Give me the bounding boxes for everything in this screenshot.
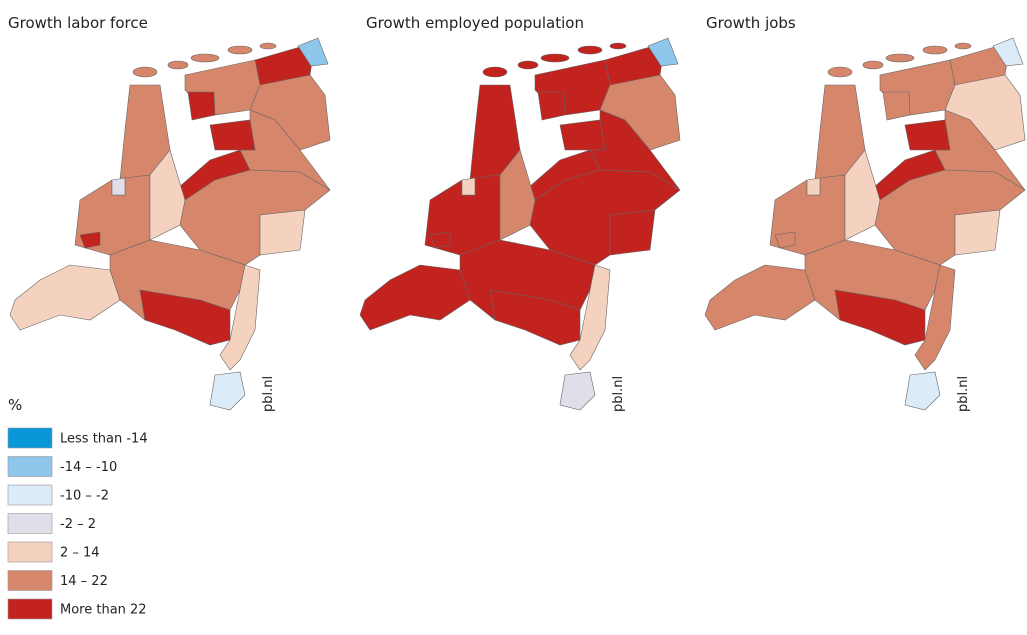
island	[517, 60, 539, 70]
legend-label: -14 – -10	[60, 460, 117, 475]
maps: pbl.nl pbl.nl pbl.nl	[9, 37, 1026, 412]
region	[429, 231, 451, 249]
region	[647, 37, 679, 67]
region	[559, 119, 606, 151]
legend-label: -10 – -2	[60, 489, 109, 504]
legend-swatch	[7, 484, 53, 506]
map-title: Growth jobs	[706, 14, 796, 32]
island	[190, 53, 220, 63]
region	[904, 119, 951, 151]
region	[139, 289, 231, 346]
source-label: pbl.nl	[956, 376, 971, 412]
legend-label: 14 – 22	[60, 574, 108, 589]
legend-unit: %	[8, 396, 22, 414]
legend-swatch	[7, 570, 53, 591]
island	[922, 45, 948, 55]
region	[209, 371, 246, 411]
region	[111, 177, 126, 196]
legend-swatch	[7, 598, 53, 620]
island	[132, 66, 158, 78]
legend: Less than -14 -14 – -10 -10 – -2 -2 – 2 2 – …	[7, 427, 148, 620]
region	[187, 91, 216, 121]
island	[259, 42, 277, 50]
region	[774, 231, 796, 249]
source-label: pbl.nl	[261, 376, 276, 412]
map: pbl.nl	[9, 37, 331, 412]
region	[297, 37, 329, 67]
region	[489, 289, 581, 346]
region	[914, 264, 956, 371]
region	[559, 371, 596, 411]
legend-swatch	[7, 513, 53, 534]
region	[149, 149, 186, 241]
region	[499, 149, 536, 241]
region	[537, 91, 566, 121]
region	[844, 149, 881, 241]
legend-label: Less than -14	[60, 432, 148, 447]
region	[992, 37, 1024, 67]
map: pbl.nl	[704, 37, 1026, 412]
island	[482, 66, 508, 78]
map: pbl.nl	[359, 37, 681, 412]
region	[219, 264, 261, 371]
island	[862, 60, 884, 70]
map-title: Growth employed population	[366, 14, 584, 32]
island	[577, 45, 603, 55]
region	[209, 119, 256, 151]
region	[954, 209, 1001, 256]
legend-swatch	[7, 427, 53, 449]
region	[259, 209, 306, 256]
island	[167, 60, 189, 70]
island	[227, 45, 253, 55]
island	[954, 42, 972, 50]
region	[904, 371, 941, 411]
island	[540, 53, 570, 63]
region	[359, 264, 471, 331]
island	[609, 42, 627, 50]
legend-label: -2 – 2	[60, 517, 96, 532]
legend-label: More than 22	[60, 603, 147, 618]
legend-swatch	[7, 456, 53, 477]
legend-swatch	[7, 541, 53, 563]
region	[461, 177, 476, 196]
source-label: pbl.nl	[611, 376, 626, 412]
map-title: Growth labor force	[8, 14, 148, 32]
region	[609, 209, 656, 256]
region	[79, 231, 101, 249]
island	[827, 66, 853, 78]
island	[885, 53, 915, 63]
region	[9, 264, 121, 331]
region	[882, 91, 911, 121]
legend-label: 2 – 14	[60, 546, 100, 561]
region	[704, 264, 816, 331]
region	[806, 177, 821, 196]
region	[569, 264, 611, 371]
region	[834, 289, 926, 346]
